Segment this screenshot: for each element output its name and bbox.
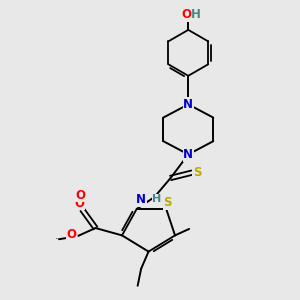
Text: O: O <box>75 188 85 202</box>
Text: O: O <box>66 228 76 241</box>
Text: H: H <box>152 194 162 205</box>
Text: S: S <box>164 196 172 209</box>
Text: O: O <box>74 197 84 210</box>
Text: O: O <box>182 8 192 21</box>
Text: N: N <box>136 193 146 206</box>
Text: N: N <box>183 148 193 161</box>
Text: H: H <box>191 8 201 21</box>
Text: N: N <box>183 98 193 111</box>
Text: S: S <box>193 166 201 179</box>
Text: methyl: methyl <box>56 237 60 238</box>
Text: O: O <box>67 230 77 243</box>
